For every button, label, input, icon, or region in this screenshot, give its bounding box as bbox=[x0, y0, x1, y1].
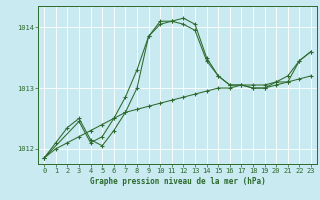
X-axis label: Graphe pression niveau de la mer (hPa): Graphe pression niveau de la mer (hPa) bbox=[90, 177, 266, 186]
